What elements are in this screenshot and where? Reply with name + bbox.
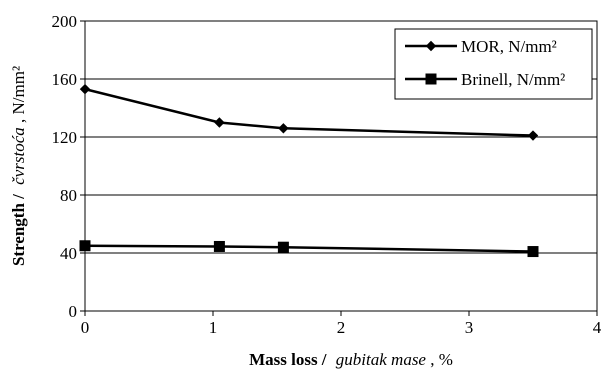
data-point-mor [278, 123, 289, 134]
series-brinell [79, 240, 539, 258]
x-axis-title-italic: gubitak mase [336, 350, 427, 369]
series-line-mor [84, 87, 534, 137]
y-axis-title-unit: , N/mm² [9, 66, 28, 123]
legend-marker-mor [425, 40, 437, 52]
data-point-brinell [79, 240, 91, 252]
data-point-mor [79, 83, 91, 95]
legend: MOR, N/mm² Brinell, N/mm² [394, 28, 593, 100]
legend-label-brinell: Brinell, N/mm² [461, 70, 565, 89]
legend-box [394, 28, 593, 100]
x-tick-label: 4 [593, 318, 602, 337]
x-tick-label: 1 [209, 318, 218, 337]
x-axis-title-unit: , % [430, 350, 453, 369]
gridlines [85, 78, 597, 254]
y-tick-label: 80 [60, 186, 77, 205]
data-point-brinell [213, 240, 225, 252]
x-tick-label: 3 [465, 318, 474, 337]
y-tick-label: 0 [69, 302, 78, 321]
series-mor [79, 83, 539, 141]
y-axis-title-italic: čvrstoća [9, 127, 28, 185]
y-tick-label: 200 [52, 12, 78, 31]
data-point-mor [527, 130, 539, 141]
legend-items: MOR, N/mm² Brinell, N/mm² [405, 37, 565, 89]
y-tick-label: 40 [60, 244, 77, 263]
x-axis-title-bold: Mass loss / [249, 350, 327, 369]
data-point-mor [214, 117, 225, 128]
legend-label-mor: MOR, N/mm² [461, 37, 557, 56]
data-point-brinell [527, 246, 539, 258]
data-point-brinell [277, 241, 289, 253]
y-tick-label: 160 [52, 70, 78, 89]
axis-ticks: 0 40 80 120 160 200 0 1 2 3 4 [52, 12, 602, 337]
y-tick-label: 120 [52, 128, 78, 147]
x-tick-label: 0 [81, 318, 90, 337]
legend-marker-brinell [425, 73, 437, 85]
y-axis-title-bold: Strength / [9, 194, 28, 266]
series-layer [79, 83, 539, 258]
x-axis-title: Mass loss / gubitak mase , % [249, 350, 453, 369]
x-tick-label: 2 [337, 318, 346, 337]
y-axis-title: Strength / čvrstoća , N/mm² [9, 66, 28, 266]
series-line-brinell [84, 244, 534, 253]
